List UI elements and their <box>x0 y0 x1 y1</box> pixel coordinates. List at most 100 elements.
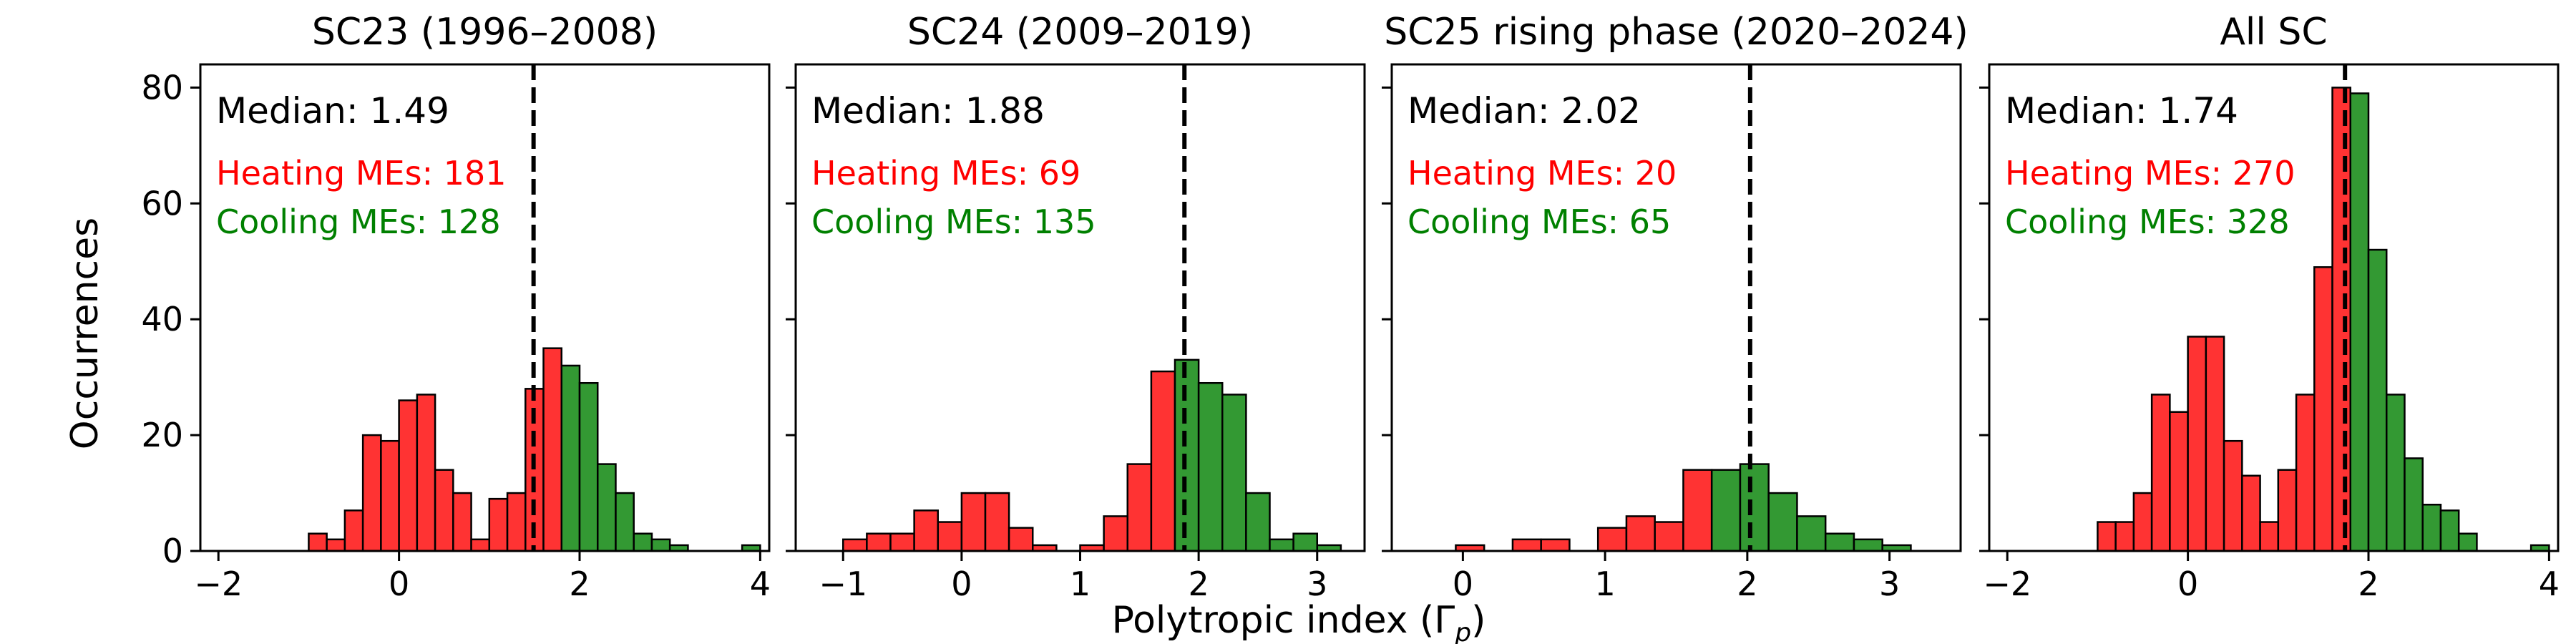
cooling-bar <box>2421 503 2442 552</box>
heating-bar <box>984 492 1010 552</box>
cooling-bar <box>1245 492 1271 552</box>
heating-bar <box>1008 527 1034 552</box>
heating-bar <box>542 347 563 552</box>
heating-bar <box>2205 336 2225 552</box>
heating-bar <box>1511 538 1542 552</box>
cooling-bar <box>1853 538 1883 552</box>
cooling-bar <box>1739 463 1770 552</box>
plot-frame <box>1988 63 2560 552</box>
heating-count-annotation: Heating MEs: 270 <box>2005 154 2296 192</box>
cooling-bar <box>650 538 671 552</box>
y-tick-label: 0 <box>162 532 183 570</box>
median-annotation: Median: 2.02 <box>1407 90 1641 132</box>
cooling-bar <box>1221 394 1247 552</box>
heating-bar <box>1682 469 1713 552</box>
cooling-bar <box>2367 248 2388 552</box>
cooling-bar <box>1824 532 1855 552</box>
median-annotation: Median: 1.49 <box>216 90 449 132</box>
x-tick-label: 4 <box>750 565 771 603</box>
heating-bar <box>380 439 400 552</box>
y-tick-label: 60 <box>141 184 183 223</box>
x-tick-label: 0 <box>389 565 409 603</box>
x-tick-label: −1 <box>819 565 867 603</box>
x-axis-label-subscript: p <box>1454 618 1471 644</box>
heating-bar <box>2313 266 2333 552</box>
cooling-bar <box>578 381 599 552</box>
cooling-bar <box>1710 469 1742 552</box>
median-annotation: Median: 1.88 <box>811 90 1045 132</box>
heating-bar <box>960 492 987 552</box>
heating-bar <box>2259 521 2280 552</box>
heating-bar <box>2150 394 2171 552</box>
heating-bar <box>1625 515 1656 552</box>
x-axis-label-main: Polytropic index (Γ <box>1112 599 1455 642</box>
heating-bar <box>308 532 328 552</box>
heating-bar <box>866 532 892 552</box>
heating-bar <box>2114 521 2135 552</box>
x-tick-label: 1 <box>1594 565 1615 603</box>
heating-bar <box>470 538 491 552</box>
heating-count-annotation: Heating MEs: 20 <box>1407 154 1677 192</box>
heating-bar <box>1596 527 1628 552</box>
heating-bar <box>1654 521 1684 552</box>
heating-bar <box>326 538 346 552</box>
cooling-count-annotation: Cooling MEs: 65 <box>1407 203 1671 241</box>
heating-bar <box>2223 439 2243 552</box>
heating-bar <box>1540 538 1571 552</box>
x-tick-label: 4 <box>2539 565 2560 603</box>
x-tick-label: 2 <box>1737 565 1757 603</box>
x-tick-label: −2 <box>194 565 243 603</box>
x-tick-label: 2 <box>1188 565 1209 603</box>
heating-bar <box>1103 515 1128 552</box>
heating-count-annotation: Heating MEs: 181 <box>216 154 507 192</box>
cooling-bar <box>1796 515 1827 552</box>
cooling-bar <box>2349 92 2370 552</box>
cooling-bar <box>560 364 581 552</box>
heating-bar <box>343 509 364 552</box>
panel-title: All SC <box>2220 11 2327 54</box>
cooling-bar <box>2385 394 2406 552</box>
cooling-bar <box>2404 457 2424 552</box>
heating-bar <box>452 492 472 552</box>
heating-bar <box>416 394 436 552</box>
cooling-bar <box>1767 492 1798 552</box>
cooling-bar <box>2439 509 2460 552</box>
x-tick-label: 0 <box>2177 565 2198 603</box>
cooling-bar <box>633 532 653 552</box>
heating-bar <box>506 492 527 552</box>
heating-bar <box>937 521 963 552</box>
y-axis-label: Occurrences <box>64 218 107 449</box>
x-tick-label: 3 <box>1307 565 1327 603</box>
heating-bar <box>2187 336 2207 552</box>
plot-frame <box>794 63 1366 552</box>
x-tick-label: 0 <box>1453 565 1473 603</box>
panel-2: SC24 (2009–2019) −1 0 1 2 3 Median: 1.88 Heatin… <box>786 11 1366 603</box>
heating-bar <box>913 509 939 552</box>
median-annotation: Median: 1.74 <box>2005 90 2238 132</box>
cooling-bar <box>1174 358 1200 552</box>
panel-title: SC24 (2009–2019) <box>907 11 1253 54</box>
panel-4: All SC −2 0 2 4 Median: 1.74 Heating MEs: 270 C… <box>1979 11 2560 603</box>
cooling-count-annotation: Cooling MEs: 135 <box>811 203 1096 241</box>
heating-bar <box>2097 521 2117 552</box>
heating-bar <box>1150 370 1176 552</box>
cooling-count-annotation: Cooling MEs: 328 <box>2005 203 2290 241</box>
panel-title: SC23 (1996–2008) <box>312 11 658 54</box>
x-tick-label: 2 <box>2358 565 2379 603</box>
x-axis-label-close: ) <box>1471 599 1485 642</box>
heating-bar <box>1126 463 1153 552</box>
x-tick-label: −2 <box>1983 565 2031 603</box>
heating-bar <box>842 538 868 552</box>
heating-bar <box>2241 474 2261 552</box>
x-tick-label: 3 <box>1879 565 1900 603</box>
cooling-count-annotation: Cooling MEs: 128 <box>216 203 501 241</box>
panel-title: SC25 rising phase (2020–2024) <box>1384 11 1968 54</box>
panel-3: SC25 rising phase (2020–2024) 0 1 2 3 Median:… <box>1382 11 1968 603</box>
cooling-bar <box>1269 538 1294 552</box>
y-tick-label: 20 <box>141 416 183 454</box>
plot-frame <box>199 63 771 552</box>
y-tick-label: 80 <box>141 68 183 107</box>
